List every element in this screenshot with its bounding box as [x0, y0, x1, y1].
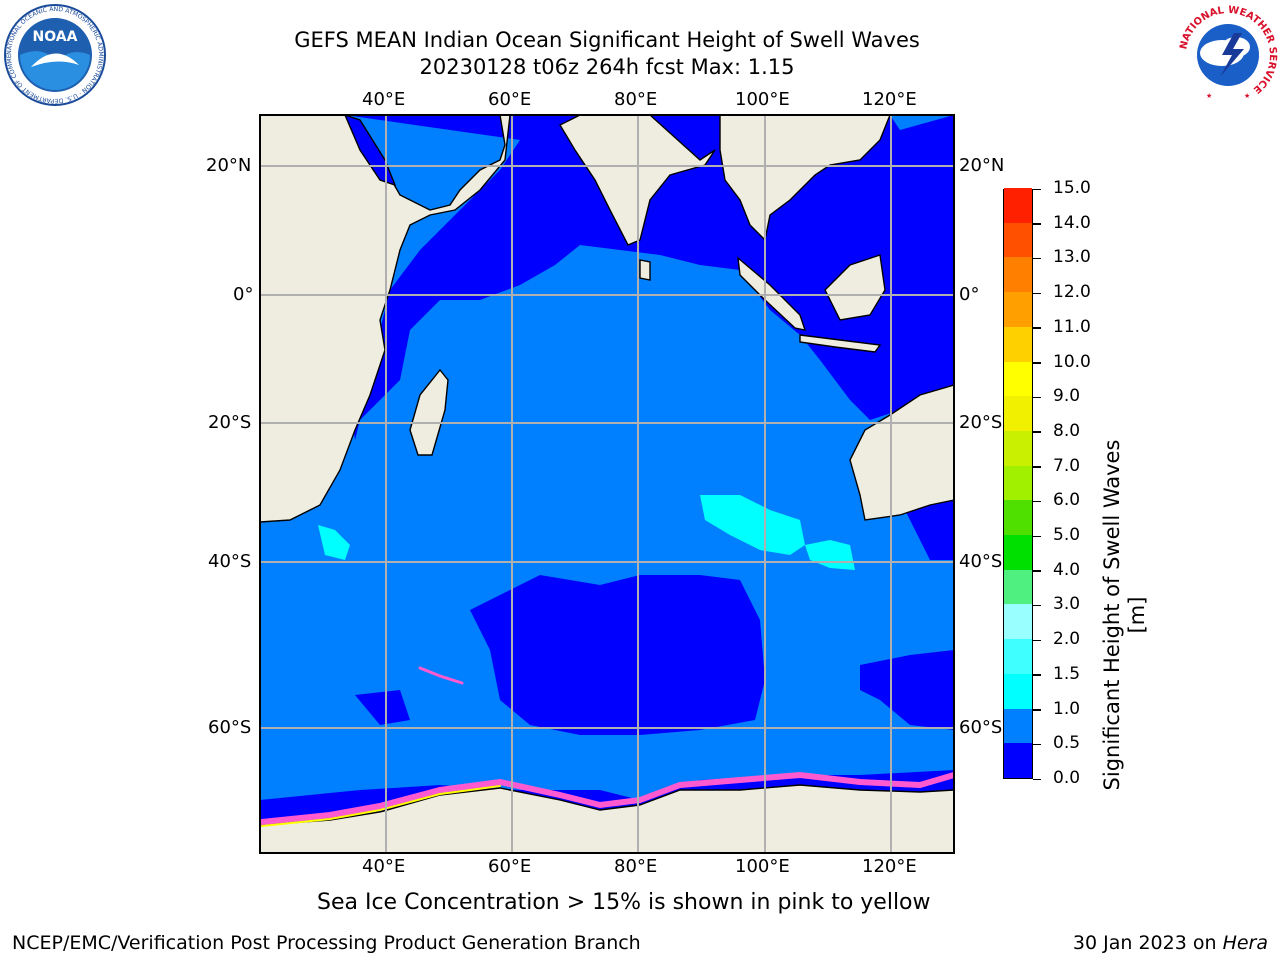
- colorbar-segment: [1004, 187, 1032, 223]
- footer-date-text: 30 Jan 2023 on: [1072, 932, 1223, 954]
- colorbar-tick-mark: [1033, 257, 1041, 260]
- colorbar-tick-label: 14.0: [1053, 212, 1091, 233]
- lat-tick-right: 0°: [959, 284, 980, 305]
- colorbar-label: Significant Height of Swell Waves [m]: [1100, 439, 1149, 791]
- colorbar-tick-label: 6.0: [1053, 490, 1081, 511]
- colorbar-segment: [1004, 673, 1032, 709]
- lat-tick-left: 40°S: [208, 551, 252, 572]
- colorbar: [1003, 187, 1033, 779]
- lat-tick-left: 60°S: [208, 717, 252, 738]
- colorbar-tick-label: 13.0: [1053, 247, 1091, 268]
- colorbar-segment: [1004, 742, 1032, 778]
- colorbar-segment: [1004, 326, 1032, 362]
- colorbar-tick-mark: [1033, 778, 1041, 780]
- colorbar-tick-mark: [1033, 396, 1041, 399]
- colorbar-tick-mark: [1033, 188, 1041, 190]
- colorbar-segment: [1004, 638, 1032, 674]
- noaa-text: NOAA: [33, 29, 78, 45]
- lat-tick-left: 0°: [233, 284, 254, 305]
- colorbar-tick-mark: [1033, 292, 1041, 295]
- lat-tick-right: 20°S: [959, 412, 1003, 433]
- colorbar-segment: [1004, 499, 1032, 536]
- colorbar-segment: [1004, 465, 1032, 501]
- colorbar-tick-label: 1.5: [1053, 663, 1081, 684]
- colorbar-tick-label: 8.0: [1053, 420, 1081, 441]
- lat-tick-left: 20°N: [206, 155, 252, 176]
- colorbar-tick-mark: [1033, 431, 1041, 433]
- colorbar-tick-label: 1.0: [1053, 698, 1081, 719]
- map-title: GEFS MEAN Indian Ocean Significant Heigh…: [294, 28, 920, 52]
- colorbar-tick-label: 11.0: [1053, 316, 1091, 337]
- lon-tick-bottom: 100°E: [735, 856, 790, 877]
- colorbar-segment: [1004, 256, 1032, 293]
- nws-logo: NATIONAL WEATHER SERVICE ★ ★: [1178, 5, 1278, 105]
- colorbar-tick-mark: [1033, 709, 1041, 711]
- lon-tick-bottom: 40°E: [362, 856, 406, 877]
- svg-text:★: ★: [1206, 92, 1212, 100]
- lon-tick-bottom: 120°E: [862, 856, 917, 877]
- colorbar-tick-label: 7.0: [1053, 455, 1081, 476]
- lon-tick-top: 60°E: [488, 89, 532, 110]
- colorbar-tick-label: 12.0: [1053, 282, 1091, 303]
- colorbar-segment: [1004, 430, 1032, 466]
- map-subtitle: 20230128 t06z 264h fcst Max: 1.15: [419, 55, 795, 79]
- lat-tick-right: 20°N: [959, 155, 1005, 176]
- colorbar-segment: [1004, 291, 1032, 327]
- footer-system: Hera: [1222, 932, 1268, 954]
- lat-tick-right: 40°S: [959, 551, 1003, 572]
- lon-tick-bottom: 60°E: [488, 856, 532, 877]
- colorbar-segment: [1004, 708, 1032, 744]
- colorbar-segment: [1004, 603, 1032, 640]
- lon-tick-top: 40°E: [362, 89, 406, 110]
- noaa-logo: NATIONAL OCEANIC AND ATMOSPHERIC ADMINIS…: [3, 3, 106, 106]
- lon-tick-top: 100°E: [735, 89, 790, 110]
- colorbar-segment: [1004, 222, 1032, 258]
- lon-tick-top: 80°E: [614, 89, 658, 110]
- colorbar-tick-label: 0.0: [1053, 768, 1081, 788]
- colorbar-segment: [1004, 361, 1032, 397]
- colorbar-segment: [1004, 569, 1032, 605]
- svg-text:★: ★: [1244, 92, 1250, 100]
- colorbar-tick-label: 0.5: [1053, 733, 1081, 754]
- map-frame: [259, 114, 955, 854]
- lon-tick-top: 120°E: [862, 89, 917, 110]
- sea-ice-note: Sea Ice Concentration > 15% is shown in …: [317, 890, 931, 915]
- map-gridlines: [260, 115, 954, 853]
- colorbar-tick-label: 4.0: [1053, 559, 1081, 580]
- colorbar-tick-label: 10.0: [1053, 351, 1091, 372]
- colorbar-ticks: 0.0 0.5 1.0 1.5 2.0 3.0 4.0 5.0 6.0 7.0 8.0 9.0 10.0…: [1033, 178, 1273, 788]
- colorbar-tick-label: 15.0: [1053, 178, 1091, 198]
- colorbar-segment: [1004, 534, 1032, 570]
- lon-tick-bottom: 80°E: [614, 856, 658, 877]
- colorbar-tick-label: 9.0: [1053, 386, 1081, 407]
- colorbar-tick-label: 2.0: [1053, 629, 1081, 650]
- colorbar-tick-mark: [1033, 327, 1041, 329]
- colorbar-tick-mark: [1033, 362, 1041, 364]
- land-masses: [260, 115, 954, 853]
- colorbar-tick-mark: [1033, 535, 1041, 538]
- sea-ice-edge: [260, 666, 954, 827]
- colorbar-tick-mark: [1033, 604, 1041, 607]
- colorbar-segment: [1004, 395, 1032, 431]
- colorbar-tick-label: 3.0: [1053, 594, 1081, 615]
- colorbar-tick-mark: [1033, 223, 1041, 225]
- colorbar-tick-mark: [1033, 570, 1041, 572]
- colorbar-tick-mark: [1033, 466, 1041, 468]
- footer-credit: NCEP/EMC/Verification Post Processing Pr…: [12, 932, 641, 954]
- colorbar-tick-mark: [1033, 743, 1041, 746]
- colorbar-tick-label: 5.0: [1053, 525, 1081, 546]
- lat-tick-right: 60°S: [959, 717, 1003, 738]
- lat-tick-left: 20°S: [208, 412, 252, 433]
- colorbar-tick-mark: [1033, 500, 1041, 503]
- footer-date: 30 Jan 2023 on Hera: [1073, 932, 1268, 954]
- colorbar-tick-mark: [1033, 674, 1041, 676]
- colorbar-tick-mark: [1033, 639, 1041, 642]
